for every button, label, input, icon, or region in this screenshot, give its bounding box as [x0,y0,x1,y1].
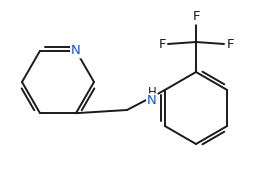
Text: F: F [192,10,200,24]
Text: N: N [71,44,81,57]
Text: F: F [226,37,234,51]
Text: N: N [147,94,157,108]
Text: H: H [148,85,156,99]
Text: F: F [158,37,166,51]
